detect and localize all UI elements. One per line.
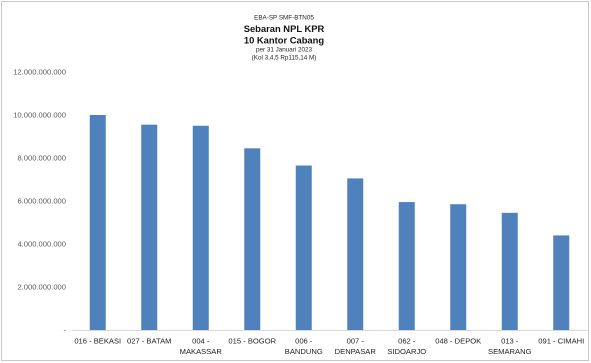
y-axis: - 2.000.000.000 4.000.000.000 6.000.000.000… bbox=[13, 68, 66, 335]
x-tick-label: 091 - CIMAHI bbox=[538, 337, 584, 346]
x-tick-label: 027 - BATAM bbox=[127, 337, 171, 346]
bar-062-sidoarjo bbox=[398, 202, 415, 330]
bar-004-makassar bbox=[192, 125, 209, 330]
chart-date: per 31 Januari 2023 bbox=[256, 47, 313, 54]
x-tick-label-line: SIDOARJO bbox=[387, 347, 426, 356]
bar-007-denpasar bbox=[347, 178, 364, 330]
plot-bars bbox=[89, 115, 570, 331]
x-axis: 016 - BEKASI 027 - BATAM 004 -MAKASSAR 015 … bbox=[74, 337, 584, 357]
x-tick-label-line: 007 - bbox=[347, 337, 365, 346]
chart-header: EBA-SP SMF-BTN05 Sebaran NPL KPR 10 Kant… bbox=[244, 15, 325, 62]
x-tick-label-line: 013 - bbox=[501, 337, 519, 346]
x-tick-label: 007 -DENPASAR bbox=[335, 337, 377, 357]
chart-title-line-2: 10 Kantor Cabang bbox=[244, 35, 324, 46]
x-tick-label-line: DENPASAR bbox=[335, 347, 377, 356]
y-tick-label: 10.000.000.000 bbox=[13, 111, 66, 120]
chart-note: (Kol 3,4,5 Rp115,14 M) bbox=[252, 55, 317, 62]
x-tick-label: 016 - BEKASI bbox=[74, 337, 121, 346]
x-tick-label: 015 - BOGOR bbox=[228, 337, 276, 346]
bar-091-cimahi bbox=[553, 235, 570, 330]
y-tick-label: 6.000.000.000 bbox=[17, 197, 66, 206]
x-tick-label-line: 004 - bbox=[192, 337, 210, 346]
x-tick-label: 062 -SIDOARJO bbox=[387, 337, 426, 357]
y-tick-label: 2.000.000.000 bbox=[17, 283, 66, 292]
x-tick-label: 048 - DEPOK bbox=[435, 337, 481, 346]
chart-title-line-1: Sebaran NPL KPR bbox=[244, 23, 325, 34]
x-tick-label-line: BANDUNG bbox=[285, 347, 323, 356]
y-tick-label: 8.000.000.000 bbox=[17, 154, 66, 163]
bar-013-semarang bbox=[501, 212, 518, 330]
bar-006-bandung bbox=[295, 165, 312, 330]
bar-015-bogor bbox=[244, 148, 261, 330]
x-tick-label: 004 -MAKASSAR bbox=[180, 337, 223, 357]
y-tick-label: - bbox=[63, 326, 66, 335]
report-code: EBA-SP SMF-BTN05 bbox=[254, 15, 314, 22]
x-tick-label: 013 -SEMARANG bbox=[488, 337, 532, 357]
x-tick-label: 006 -BANDUNG bbox=[285, 337, 323, 357]
x-tick-label-line: 006 - bbox=[295, 337, 313, 346]
bar-048-depok bbox=[450, 204, 467, 330]
bar-027-batam bbox=[141, 124, 158, 331]
y-tick-label: 12.000.000.000 bbox=[13, 68, 66, 77]
bar-016-bekasi bbox=[89, 115, 106, 330]
y-tick-label: 4.000.000.000 bbox=[17, 240, 66, 249]
x-tick-label-line: SEMARANG bbox=[488, 347, 532, 356]
x-tick-label-line: 062 - bbox=[398, 337, 416, 346]
x-tick-label-line: MAKASSAR bbox=[180, 347, 223, 356]
